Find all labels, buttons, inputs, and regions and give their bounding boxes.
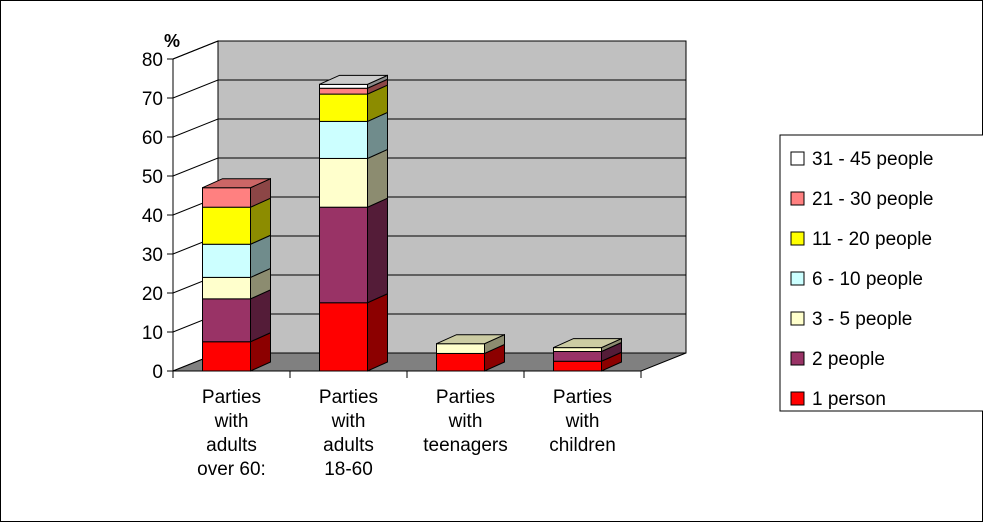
legend-swatch: [790, 311, 805, 326]
bar-segment: [319, 302, 368, 372]
bar-segment: [202, 187, 251, 208]
bar-stack: [553, 337, 622, 372]
bar-segment-side: [367, 292, 388, 372]
legend-label: 21 - 30 people: [812, 189, 934, 210]
gridline: [172, 40, 686, 60]
bar-segment: [202, 206, 251, 245]
category-label: Parties with teenagers: [423, 387, 508, 456]
bar-segment: [319, 120, 368, 159]
category-label-line: teenagers: [423, 435, 508, 456]
bar-segment: [202, 276, 251, 300]
category-label: Parties with adults over 60:: [197, 387, 266, 480]
legend-label: 11 - 20 people: [812, 229, 932, 250]
bar-segment: [553, 360, 602, 372]
bar-segment: [319, 157, 368, 208]
legend-label: 31 - 45 people: [812, 149, 934, 170]
legend-swatch: [790, 391, 805, 406]
y-tick-label: 30: [142, 245, 163, 266]
bar-stack: [319, 74, 388, 372]
category-label-line: 18-60: [324, 459, 373, 480]
bar-segment-top: [319, 74, 388, 85]
bar-segment-side: [367, 197, 388, 304]
bar-stack: [436, 333, 505, 372]
legend-swatch: [790, 271, 805, 286]
legend: 31 - 45 people 21 - 30 people 11 - 20 peop…: [779, 134, 983, 412]
bar-segment: [553, 351, 602, 362]
y-tick-label: 40: [142, 206, 163, 227]
gridline: [172, 118, 686, 138]
y-tick-label: 0: [152, 362, 163, 383]
category-label: Parties with adults 18-60: [319, 387, 378, 480]
bar-segment: [553, 347, 602, 353]
category-label-line: over 60:: [197, 459, 266, 480]
bar-segment: [319, 93, 368, 122]
legend-swatch: [790, 151, 805, 166]
bar-segment: [436, 343, 485, 354]
category-label-line: adults: [206, 435, 257, 456]
y-unit-label: %: [164, 31, 180, 51]
bar-segment: [202, 341, 251, 372]
legend-label: 2 people: [812, 349, 885, 370]
category-label-line: Parties: [553, 387, 612, 408]
legend-swatch: [790, 351, 805, 366]
bar-segment: [436, 352, 485, 372]
category-label-line: Parties: [319, 387, 378, 408]
bar-segment: [319, 206, 368, 304]
category-label-line: Parties: [202, 387, 261, 408]
bar-segment-side: [367, 148, 388, 208]
y-tick-label: 80: [142, 50, 163, 71]
gridline: [172, 79, 686, 99]
y-tick-label: 20: [142, 284, 163, 305]
legend-label: 3 - 5 people: [812, 309, 912, 330]
legend-label: 6 - 10 people: [812, 269, 923, 290]
y-tick-label: 70: [142, 89, 163, 110]
category-label-line: with: [565, 411, 600, 432]
gridline: [172, 157, 686, 177]
category-label-line: with: [331, 411, 366, 432]
bar-segment-top: [436, 334, 505, 345]
category-label-line: children: [549, 435, 616, 456]
legend-label: 1 person: [812, 389, 886, 410]
category-label-line: adults: [323, 435, 374, 456]
category-label-line: with: [214, 411, 249, 432]
bar-segment-top: [553, 338, 622, 349]
legend-swatch: [790, 231, 805, 246]
bar-stack: [202, 177, 271, 372]
category-label: Parties with children: [549, 387, 616, 456]
bar-segment: [202, 298, 251, 343]
legend-box: [779, 134, 983, 412]
legend-swatch: [790, 191, 805, 206]
bar-segment: [319, 83, 368, 89]
bar-segment-top: [202, 178, 271, 189]
bar-segment: [202, 243, 251, 278]
y-tick-label: 50: [142, 167, 163, 188]
y-tick-label: 10: [142, 323, 163, 344]
bar-segment: [319, 87, 368, 95]
category-label-line: with: [448, 411, 483, 432]
y-tick-label: 60: [142, 128, 163, 149]
category-label-line: Parties: [436, 387, 495, 408]
